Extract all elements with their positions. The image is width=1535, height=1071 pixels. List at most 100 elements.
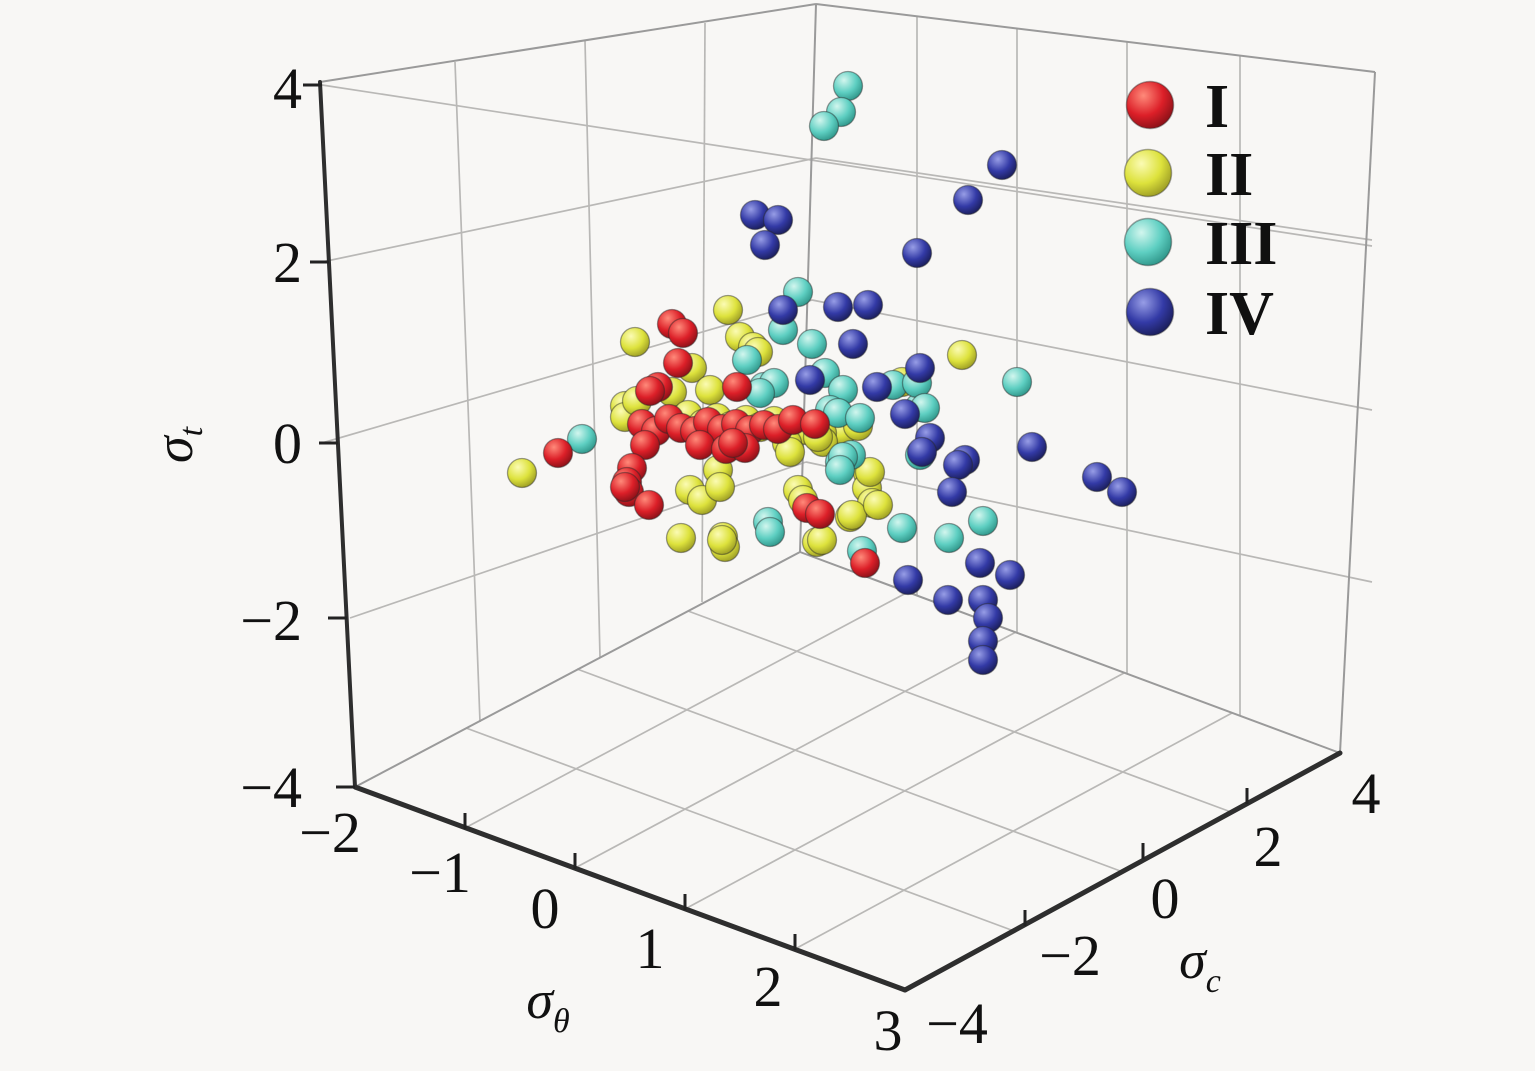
data-point-III — [796, 328, 828, 360]
y-tick-label: 4 — [1352, 761, 1381, 826]
data-point-II — [854, 456, 886, 488]
data-point-I — [721, 371, 753, 403]
data-point-IV — [942, 449, 974, 481]
y-tick-label: 2 — [1254, 814, 1283, 879]
data-point-IV — [889, 398, 921, 430]
data-point-IV — [762, 204, 794, 236]
z-tick-label: 4 — [273, 56, 302, 121]
legend-item-3: III — [1123, 210, 1277, 278]
grid-line — [584, 40, 601, 658]
x-tick-label: −2 — [299, 800, 361, 865]
data-point-II — [806, 524, 838, 556]
box-edge — [1339, 71, 1376, 754]
data-point-IV — [749, 229, 781, 261]
data-point-I — [609, 471, 641, 503]
data-point-I — [717, 427, 749, 459]
data-point-II — [694, 374, 726, 406]
z-axis-title: σt — [144, 425, 210, 463]
grid-line — [687, 610, 1232, 813]
data-point-II — [706, 524, 738, 556]
data-points — [506, 70, 1138, 676]
legend-label: I — [1205, 73, 1229, 141]
data-point-I — [667, 317, 699, 349]
data-point-IV — [1081, 461, 1113, 493]
data-point-I — [804, 498, 836, 530]
data-point-IV — [852, 289, 884, 321]
data-point-IV — [1016, 431, 1048, 463]
data-point-IV — [932, 584, 964, 616]
data-point-II — [665, 522, 697, 554]
data-point-I — [662, 347, 694, 379]
data-point-III — [844, 402, 876, 434]
data-point-I — [634, 375, 666, 407]
x-tick-label: 3 — [874, 998, 903, 1063]
y-tick-label: −2 — [1039, 923, 1101, 988]
box-edge — [354, 551, 801, 788]
data-point-IV — [1106, 476, 1138, 508]
data-point-I — [684, 429, 716, 461]
data-point-IV — [901, 237, 933, 269]
data-point-III — [754, 516, 786, 548]
data-point-IV — [822, 291, 854, 323]
floor-grid — [464, 591, 1233, 950]
plot-box-wireframe — [319, 3, 1376, 788]
z-tick-label: −4 — [240, 755, 302, 820]
grid-line — [805, 461, 1373, 583]
wall-grid — [321, 16, 1373, 723]
data-point-IV — [837, 328, 869, 360]
grid-line — [576, 668, 1124, 873]
data-point-IV — [936, 476, 968, 508]
x-tick-label: −1 — [409, 840, 471, 905]
data-point-IV — [794, 364, 826, 396]
data-point-IV — [767, 294, 799, 326]
x-tick-label: 0 — [531, 876, 560, 941]
data-point-I — [849, 547, 881, 579]
legend-item-1: I — [1125, 73, 1229, 141]
data-point-IV — [994, 559, 1026, 591]
data-point-III — [967, 505, 999, 537]
data-point-II — [946, 339, 978, 371]
data-point-II — [836, 499, 868, 531]
y-tick-label: 0 — [1151, 866, 1180, 931]
legend-label: III — [1205, 210, 1277, 278]
y-tick-label: −4 — [926, 991, 988, 1056]
data-point-II — [704, 471, 736, 503]
x-tick-label: 2 — [754, 954, 783, 1019]
data-point-IV — [904, 352, 936, 384]
tick-marks — [303, 83, 1249, 950]
grid-line — [701, 22, 706, 603]
data-point-II — [774, 436, 806, 468]
data-point-IV — [952, 184, 984, 216]
x-axis-line — [352, 784, 908, 993]
grid-line — [321, 157, 817, 263]
legend-item-2: II — [1123, 141, 1253, 209]
grid-line — [811, 299, 1373, 411]
box-edge — [815, 3, 1376, 73]
box-edge — [799, 551, 1341, 754]
data-point-II — [506, 457, 538, 489]
data-point-I — [633, 489, 665, 521]
data-point-IV — [967, 644, 999, 676]
legend-swatch-III — [1123, 217, 1173, 267]
data-point-IV — [892, 564, 924, 596]
y-axis-line — [902, 750, 1343, 993]
z-tick-label: 0 — [273, 411, 302, 476]
box-edge — [799, 3, 817, 553]
data-point-II — [862, 489, 894, 521]
z-tick-label: −2 — [240, 588, 302, 653]
z-tick-label: 2 — [273, 230, 302, 295]
legend-swatch-I — [1125, 80, 1175, 130]
data-point-IV — [861, 371, 893, 403]
legend-label: II — [1205, 141, 1253, 209]
data-point-III — [566, 423, 598, 455]
legend: I II III IV — [1123, 73, 1277, 348]
legend-swatch-II — [1123, 148, 1173, 198]
data-point-III — [886, 512, 918, 544]
legend-label: IV — [1205, 280, 1274, 348]
data-point-II — [712, 294, 744, 326]
axes — [318, 80, 1343, 993]
data-point-III — [1001, 366, 1033, 398]
